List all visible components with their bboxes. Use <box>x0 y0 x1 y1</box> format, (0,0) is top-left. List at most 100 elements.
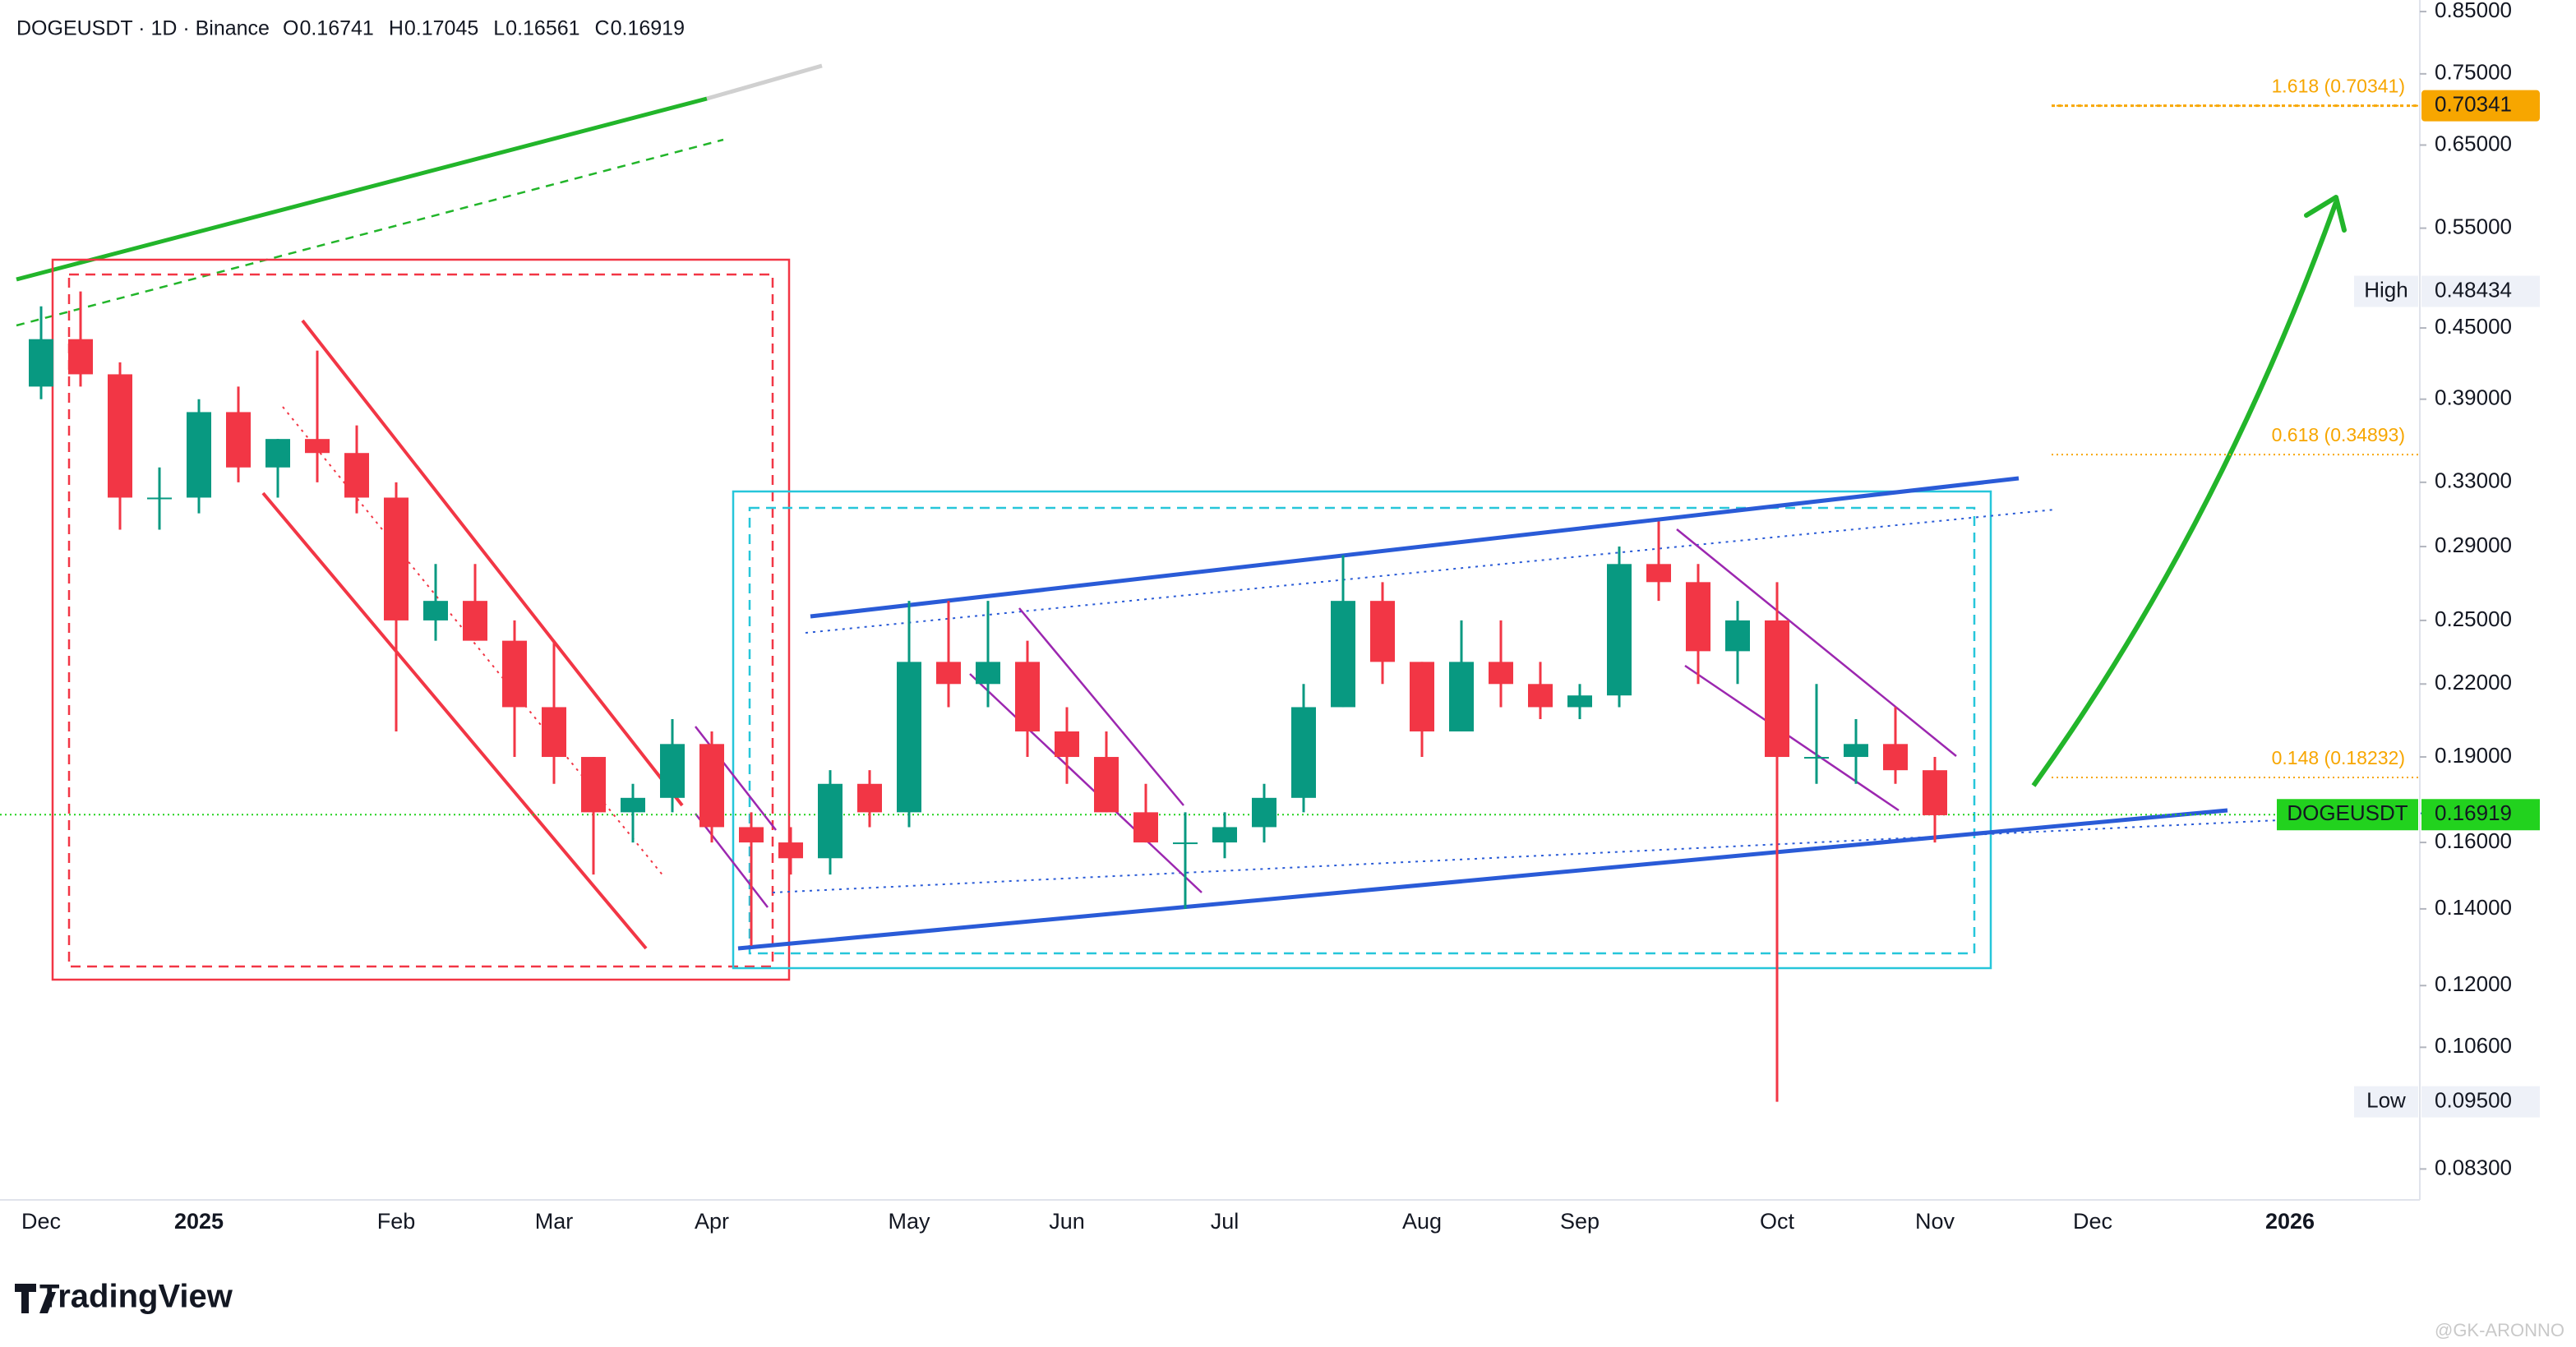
last-price-box <box>2421 799 2540 831</box>
marker-value-box <box>2421 275 2540 307</box>
candle-body <box>897 662 921 813</box>
candle-body <box>1055 731 1079 758</box>
candle-body <box>1923 770 1947 815</box>
x-tick-label: Dec <box>2073 1209 2112 1234</box>
candle-body <box>265 439 290 468</box>
candle-body <box>542 707 566 758</box>
fib-label: 0.618 (0.34893) <box>2272 424 2405 445</box>
y-tick-label: 0.08300 <box>2435 1155 2512 1179</box>
candle-body <box>187 412 211 498</box>
y-tick-label: 0.22000 <box>2435 670 2512 694</box>
channel-line <box>1684 664 1900 812</box>
x-tick-label: Apr <box>695 1209 729 1234</box>
y-tick-label: 0.45000 <box>2435 314 2512 339</box>
range-box <box>51 258 791 981</box>
candle-body <box>147 497 172 500</box>
price-tag-value: 0.70341 <box>2435 92 2512 117</box>
candle-body <box>1646 564 1671 583</box>
ohlc-label: O <box>283 17 298 40</box>
y-tick-label: 0.85000 <box>2435 0 2512 22</box>
y-tick-label: 0.75000 <box>2435 60 2512 85</box>
y-tick-label: 0.19000 <box>2435 743 2512 768</box>
range-box-inner <box>67 273 774 968</box>
candle-body <box>1686 582 1710 652</box>
price-tag <box>2421 90 2540 122</box>
candle-body <box>1765 620 1789 758</box>
candle-body <box>1725 620 1750 652</box>
candle-body <box>68 339 93 375</box>
candle-body <box>1449 662 1474 731</box>
last-price-name: DOGEUSDT <box>2287 800 2407 825</box>
y-tick-label: 0.65000 <box>2435 131 2512 155</box>
candle-body <box>1291 707 1316 798</box>
ohlc-value: 0.16919 <box>611 17 685 40</box>
candle-body <box>1133 812 1158 843</box>
range-box-inner <box>748 506 1976 955</box>
candle-body <box>1567 695 1592 708</box>
arrow-head <box>2304 195 2347 233</box>
marker-name: Low <box>2366 1088 2406 1113</box>
marker-value-box <box>2421 1086 2540 1118</box>
marker-value: 0.48434 <box>2435 277 2512 302</box>
channel-line <box>1676 528 1957 757</box>
symbol-line: DOGEUSDT · 1D · Binance <box>16 17 270 40</box>
candle-body <box>1212 827 1237 843</box>
ohlc-value: 0.17045 <box>404 17 478 40</box>
candle-body <box>976 662 1000 685</box>
channel-dotted <box>772 811 2450 893</box>
candle-body <box>621 797 645 813</box>
candle-body <box>936 662 961 685</box>
x-tick-label: Oct <box>1760 1209 1795 1234</box>
y-tick-label: 0.55000 <box>2435 214 2512 238</box>
candle-body <box>581 757 606 813</box>
range-box <box>732 490 1992 970</box>
y-tick-label: 0.14000 <box>2435 895 2512 920</box>
ohlc-label: C <box>595 17 610 40</box>
candle-body <box>226 412 251 468</box>
x-tick-label: Jun <box>1049 1209 1085 1234</box>
candle-body <box>857 783 882 813</box>
x-tick-label: Feb <box>377 1209 416 1234</box>
x-tick-label: Nov <box>1915 1209 1955 1234</box>
candle-body <box>1410 662 1434 731</box>
candle-body <box>1489 662 1513 685</box>
drawings <box>16 63 2450 981</box>
y-tick-label: 0.16000 <box>2435 828 2512 853</box>
candle-body <box>344 453 369 498</box>
channel-line <box>695 726 777 831</box>
candle-body <box>1804 757 1829 759</box>
x-tick-label: Mar <box>535 1209 574 1234</box>
ohlc-label: H <box>389 17 404 40</box>
x-tick-label: Aug <box>1402 1209 1442 1234</box>
channel-line <box>969 673 1203 893</box>
candle-body <box>108 374 132 498</box>
last-price-name-box <box>2277 799 2418 831</box>
marker-name: High <box>2364 277 2407 302</box>
channel-line <box>737 808 2228 951</box>
candle-body <box>29 339 53 387</box>
candle-body <box>1015 662 1040 731</box>
brand: TradingView <box>39 1279 233 1315</box>
candle-body <box>660 744 685 798</box>
candle-body <box>739 827 764 843</box>
fib-label: 0.148 (0.18232) <box>2272 747 2405 768</box>
ohlc-value: 0.16741 <box>299 17 373 40</box>
y-tick-label: 0.29000 <box>2435 533 2512 557</box>
ohlc-value: 0.16561 <box>506 17 579 40</box>
marker-name-box <box>2354 1086 2418 1118</box>
trendline <box>16 96 708 282</box>
last-price-value: 0.16919 <box>2435 800 2512 825</box>
candle-body <box>1331 601 1355 708</box>
x-tick-label: Jul <box>1211 1209 1240 1234</box>
channel-line <box>301 319 684 807</box>
candle-body <box>778 842 803 859</box>
y-tick-label: 0.33000 <box>2435 468 2512 493</box>
ohlc-label: L <box>493 17 505 40</box>
watermark: @GK-ARONNO <box>2435 1320 2564 1340</box>
candle-body <box>818 783 843 859</box>
marker-value: 0.09500 <box>2435 1088 2512 1113</box>
marker-name-box <box>2354 275 2418 307</box>
candle-body <box>699 744 724 828</box>
